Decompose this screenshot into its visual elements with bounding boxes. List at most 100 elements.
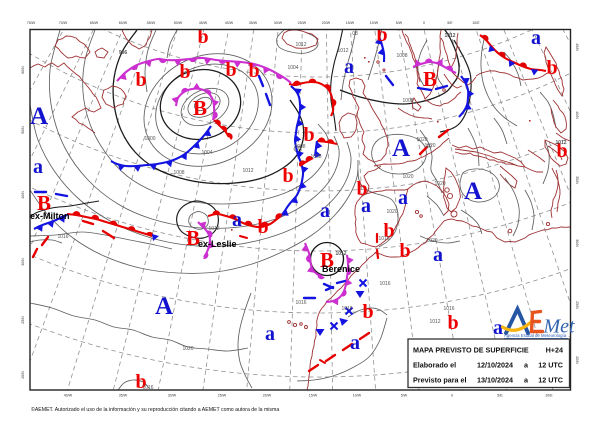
svg-text:1020: 1020 bbox=[426, 238, 437, 244]
svg-text:a: a bbox=[232, 209, 242, 231]
svg-text:a: a bbox=[524, 361, 529, 370]
svg-text:12 UTC: 12 UTC bbox=[538, 361, 563, 370]
svg-text:1012: 1012 bbox=[429, 319, 440, 325]
svg-text:1008: 1008 bbox=[396, 53, 407, 59]
svg-text:50/W: 50/W bbox=[174, 21, 183, 25]
svg-text:35/N: 35/N bbox=[575, 176, 579, 184]
svg-text:15/W: 15/W bbox=[346, 21, 355, 25]
svg-text:5/E: 5/E bbox=[497, 394, 503, 398]
svg-text:40/N: 40/N bbox=[575, 111, 579, 119]
svg-text:b: b bbox=[556, 140, 567, 162]
svg-text:1012: 1012 bbox=[444, 33, 455, 39]
svg-text:b: b bbox=[376, 24, 387, 46]
svg-text:Previsto para el: Previsto para el bbox=[413, 376, 467, 385]
svg-text:a: a bbox=[524, 376, 529, 385]
svg-text:H+24: H+24 bbox=[546, 346, 563, 355]
svg-text:20/W: 20/W bbox=[263, 394, 272, 398]
svg-text:A: A bbox=[464, 178, 482, 205]
svg-text:1020: 1020 bbox=[386, 209, 397, 215]
svg-text:b: b bbox=[257, 216, 268, 238]
svg-text:1016: 1016 bbox=[443, 306, 454, 312]
svg-text:0: 0 bbox=[423, 21, 425, 25]
svg-text:B: B bbox=[320, 248, 334, 272]
svg-text:50/N: 50/N bbox=[21, 126, 25, 134]
svg-text:B: B bbox=[186, 226, 200, 250]
svg-text:1012: 1012 bbox=[555, 140, 566, 146]
svg-text:10/W: 10/W bbox=[353, 394, 362, 398]
svg-text:1004: 1004 bbox=[201, 150, 212, 156]
svg-text:25/W: 25/W bbox=[218, 394, 227, 398]
svg-text:1020: 1020 bbox=[182, 346, 193, 352]
svg-text:1000: 1000 bbox=[144, 136, 155, 142]
svg-text:1012: 1012 bbox=[242, 168, 253, 174]
svg-text:B: B bbox=[37, 191, 51, 215]
svg-text:a: a bbox=[361, 195, 371, 217]
svg-text:a: a bbox=[433, 244, 443, 266]
svg-text:08: 08 bbox=[352, 31, 358, 37]
svg-text:a: a bbox=[33, 156, 43, 178]
svg-text:1012: 1012 bbox=[335, 251, 346, 257]
svg-text:a: a bbox=[398, 187, 408, 209]
svg-text:10/E: 10/E bbox=[472, 21, 480, 25]
svg-text:996: 996 bbox=[119, 50, 128, 56]
svg-text:b: b bbox=[225, 59, 236, 81]
svg-text:10/W: 10/W bbox=[370, 21, 379, 25]
svg-text:a: a bbox=[531, 27, 541, 49]
svg-text:60/N: 60/N bbox=[21, 66, 25, 74]
svg-text:1008: 1008 bbox=[294, 144, 305, 150]
svg-text:0: 0 bbox=[451, 394, 453, 398]
svg-text:b: b bbox=[356, 178, 367, 200]
svg-text:35/W: 35/W bbox=[249, 21, 258, 25]
svg-text:1020: 1020 bbox=[416, 137, 427, 143]
svg-text:1016: 1016 bbox=[142, 385, 153, 391]
svg-text:a: a bbox=[493, 317, 503, 339]
svg-text:1016: 1016 bbox=[57, 234, 68, 240]
svg-text:a: a bbox=[350, 332, 360, 354]
svg-text:13/10/2024: 13/10/2024 bbox=[477, 376, 513, 385]
svg-text:5/W: 5/W bbox=[396, 21, 403, 25]
svg-text:30/W: 30/W bbox=[168, 394, 177, 398]
svg-text:20/W: 20/W bbox=[322, 21, 331, 25]
svg-text:MAPA PREVISTO DE SUPERFICIE: MAPA PREVISTO DE SUPERFICIE bbox=[413, 346, 529, 355]
svg-text:20: 20 bbox=[426, 144, 432, 150]
svg-text:b: b bbox=[179, 61, 190, 83]
svg-text:1008: 1008 bbox=[173, 170, 184, 176]
svg-text:b: b bbox=[447, 312, 458, 334]
svg-text:b: b bbox=[399, 240, 410, 262]
svg-text:10/E: 10/E bbox=[545, 394, 553, 398]
svg-text:b: b bbox=[362, 301, 373, 323]
svg-text:b: b bbox=[282, 165, 293, 187]
svg-text:a: a bbox=[265, 323, 275, 345]
svg-text:45/W: 45/W bbox=[199, 21, 208, 25]
svg-text:25/N: 25/N bbox=[575, 301, 579, 309]
svg-text:1012: 1012 bbox=[337, 48, 348, 54]
svg-text:1016: 1016 bbox=[378, 236, 389, 242]
svg-text:1020: 1020 bbox=[434, 181, 445, 187]
svg-text:b: b bbox=[546, 57, 557, 79]
svg-text:b: b bbox=[197, 26, 208, 48]
svg-text:70/W: 70/W bbox=[59, 21, 68, 25]
svg-text:ex-Leslie: ex-Leslie bbox=[198, 239, 237, 249]
svg-text:40/W: 40/W bbox=[225, 21, 234, 25]
svg-text:1016: 1016 bbox=[341, 306, 352, 312]
svg-text:45/N: 45/N bbox=[575, 43, 579, 51]
svg-text:B: B bbox=[423, 67, 437, 91]
svg-text:b: b bbox=[135, 371, 146, 393]
svg-text:5/W: 5/W bbox=[401, 394, 408, 398]
svg-text:1020: 1020 bbox=[424, 143, 435, 149]
svg-text:1016: 1016 bbox=[295, 300, 306, 306]
svg-text:1004: 1004 bbox=[287, 65, 298, 71]
svg-text:Berenice: Berenice bbox=[322, 264, 360, 274]
svg-text:A: A bbox=[30, 103, 48, 130]
svg-text:ex-Milton: ex-Milton bbox=[30, 211, 70, 221]
svg-text:A: A bbox=[392, 135, 410, 162]
svg-text:b: b bbox=[303, 124, 314, 146]
svg-text:a: a bbox=[320, 200, 330, 222]
svg-text:Agencia Estatal de Meteorologí: Agencia Estatal de Meteorología bbox=[504, 333, 567, 338]
svg-text:b: b bbox=[135, 69, 146, 91]
svg-text:1008: 1008 bbox=[402, 98, 413, 104]
svg-text:b: b bbox=[383, 220, 394, 242]
svg-text:30/N: 30/N bbox=[575, 239, 579, 247]
svg-text:1008: 1008 bbox=[310, 154, 321, 160]
svg-text:75/W: 75/W bbox=[27, 21, 36, 25]
